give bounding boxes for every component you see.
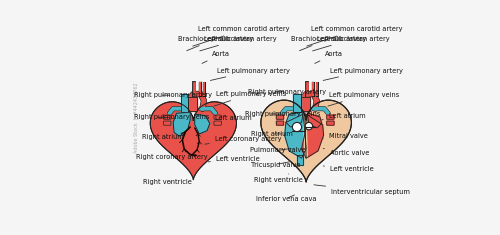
Text: Interventricular septum: Interventricular septum (314, 185, 410, 195)
FancyBboxPatch shape (214, 115, 222, 119)
FancyBboxPatch shape (294, 94, 300, 112)
Polygon shape (284, 114, 306, 158)
Text: Right pulmonary artery: Right pulmonary artery (134, 92, 212, 98)
FancyBboxPatch shape (164, 121, 171, 125)
Text: Left atrium: Left atrium (209, 114, 252, 123)
Text: Right pulmonary veins: Right pulmonary veins (134, 114, 209, 121)
Text: Right atrium: Right atrium (251, 131, 293, 137)
Text: Left subclavian artery: Left subclavian artery (200, 36, 277, 51)
Text: Right pulmonary artery: Right pulmonary artery (248, 89, 326, 95)
Text: Left pulmonary artery: Left pulmonary artery (210, 67, 290, 80)
Text: Left pulmonary artery: Left pulmonary artery (323, 67, 403, 80)
Text: Adobe Stock  |  #442434762: Adobe Stock | #442434762 (134, 82, 140, 153)
Text: Left coronary artery: Left coronary artery (204, 136, 281, 144)
Polygon shape (286, 112, 303, 127)
Polygon shape (300, 97, 310, 111)
Polygon shape (302, 114, 324, 158)
Text: Right coronary artery: Right coronary artery (136, 154, 208, 161)
FancyBboxPatch shape (214, 121, 222, 125)
Text: Left common carotid artery: Left common carotid artery (192, 26, 290, 46)
Polygon shape (261, 100, 352, 182)
Text: Left subclavian artery: Left subclavian artery (312, 36, 390, 51)
Text: Brachiocephalic artery: Brachiocephalic artery (291, 36, 366, 51)
FancyBboxPatch shape (276, 121, 283, 125)
FancyBboxPatch shape (327, 115, 334, 119)
Text: Left pulmonary veins: Left pulmonary veins (214, 91, 286, 106)
Text: Pulmonary valve: Pulmonary valve (250, 147, 306, 153)
Polygon shape (194, 114, 210, 134)
Circle shape (305, 122, 312, 130)
FancyBboxPatch shape (296, 155, 303, 164)
Polygon shape (150, 102, 236, 180)
Text: Aortic valve: Aortic valve (323, 149, 370, 156)
Text: Brachiocephalic artery: Brachiocephalic artery (178, 36, 254, 51)
Text: Aorta: Aorta (315, 51, 343, 63)
Text: Mitral valve: Mitral valve (323, 133, 368, 139)
Text: Inferior vena cava: Inferior vena cava (256, 195, 316, 202)
Circle shape (292, 122, 302, 132)
Text: Aorta: Aorta (202, 51, 230, 63)
Text: Left common carotid artery: Left common carotid artery (306, 26, 402, 46)
Text: Right ventricle: Right ventricle (143, 179, 192, 185)
Text: Left ventricle: Left ventricle (324, 166, 374, 172)
Polygon shape (188, 97, 197, 111)
FancyBboxPatch shape (164, 115, 171, 119)
Text: Right atrium: Right atrium (142, 134, 184, 141)
Text: Left ventricle: Left ventricle (208, 156, 260, 162)
Text: Right ventricle: Right ventricle (254, 174, 302, 183)
Polygon shape (308, 113, 322, 128)
Text: Tricuspid valve: Tricuspid valve (251, 161, 300, 168)
Polygon shape (173, 112, 190, 136)
Text: Left pulmonary veins: Left pulmonary veins (328, 92, 399, 106)
Text: Right pulmonary veins: Right pulmonary veins (246, 111, 320, 117)
FancyBboxPatch shape (327, 121, 334, 125)
FancyBboxPatch shape (276, 115, 283, 119)
Text: Left atrium: Left atrium (322, 113, 366, 120)
FancyBboxPatch shape (180, 94, 188, 112)
